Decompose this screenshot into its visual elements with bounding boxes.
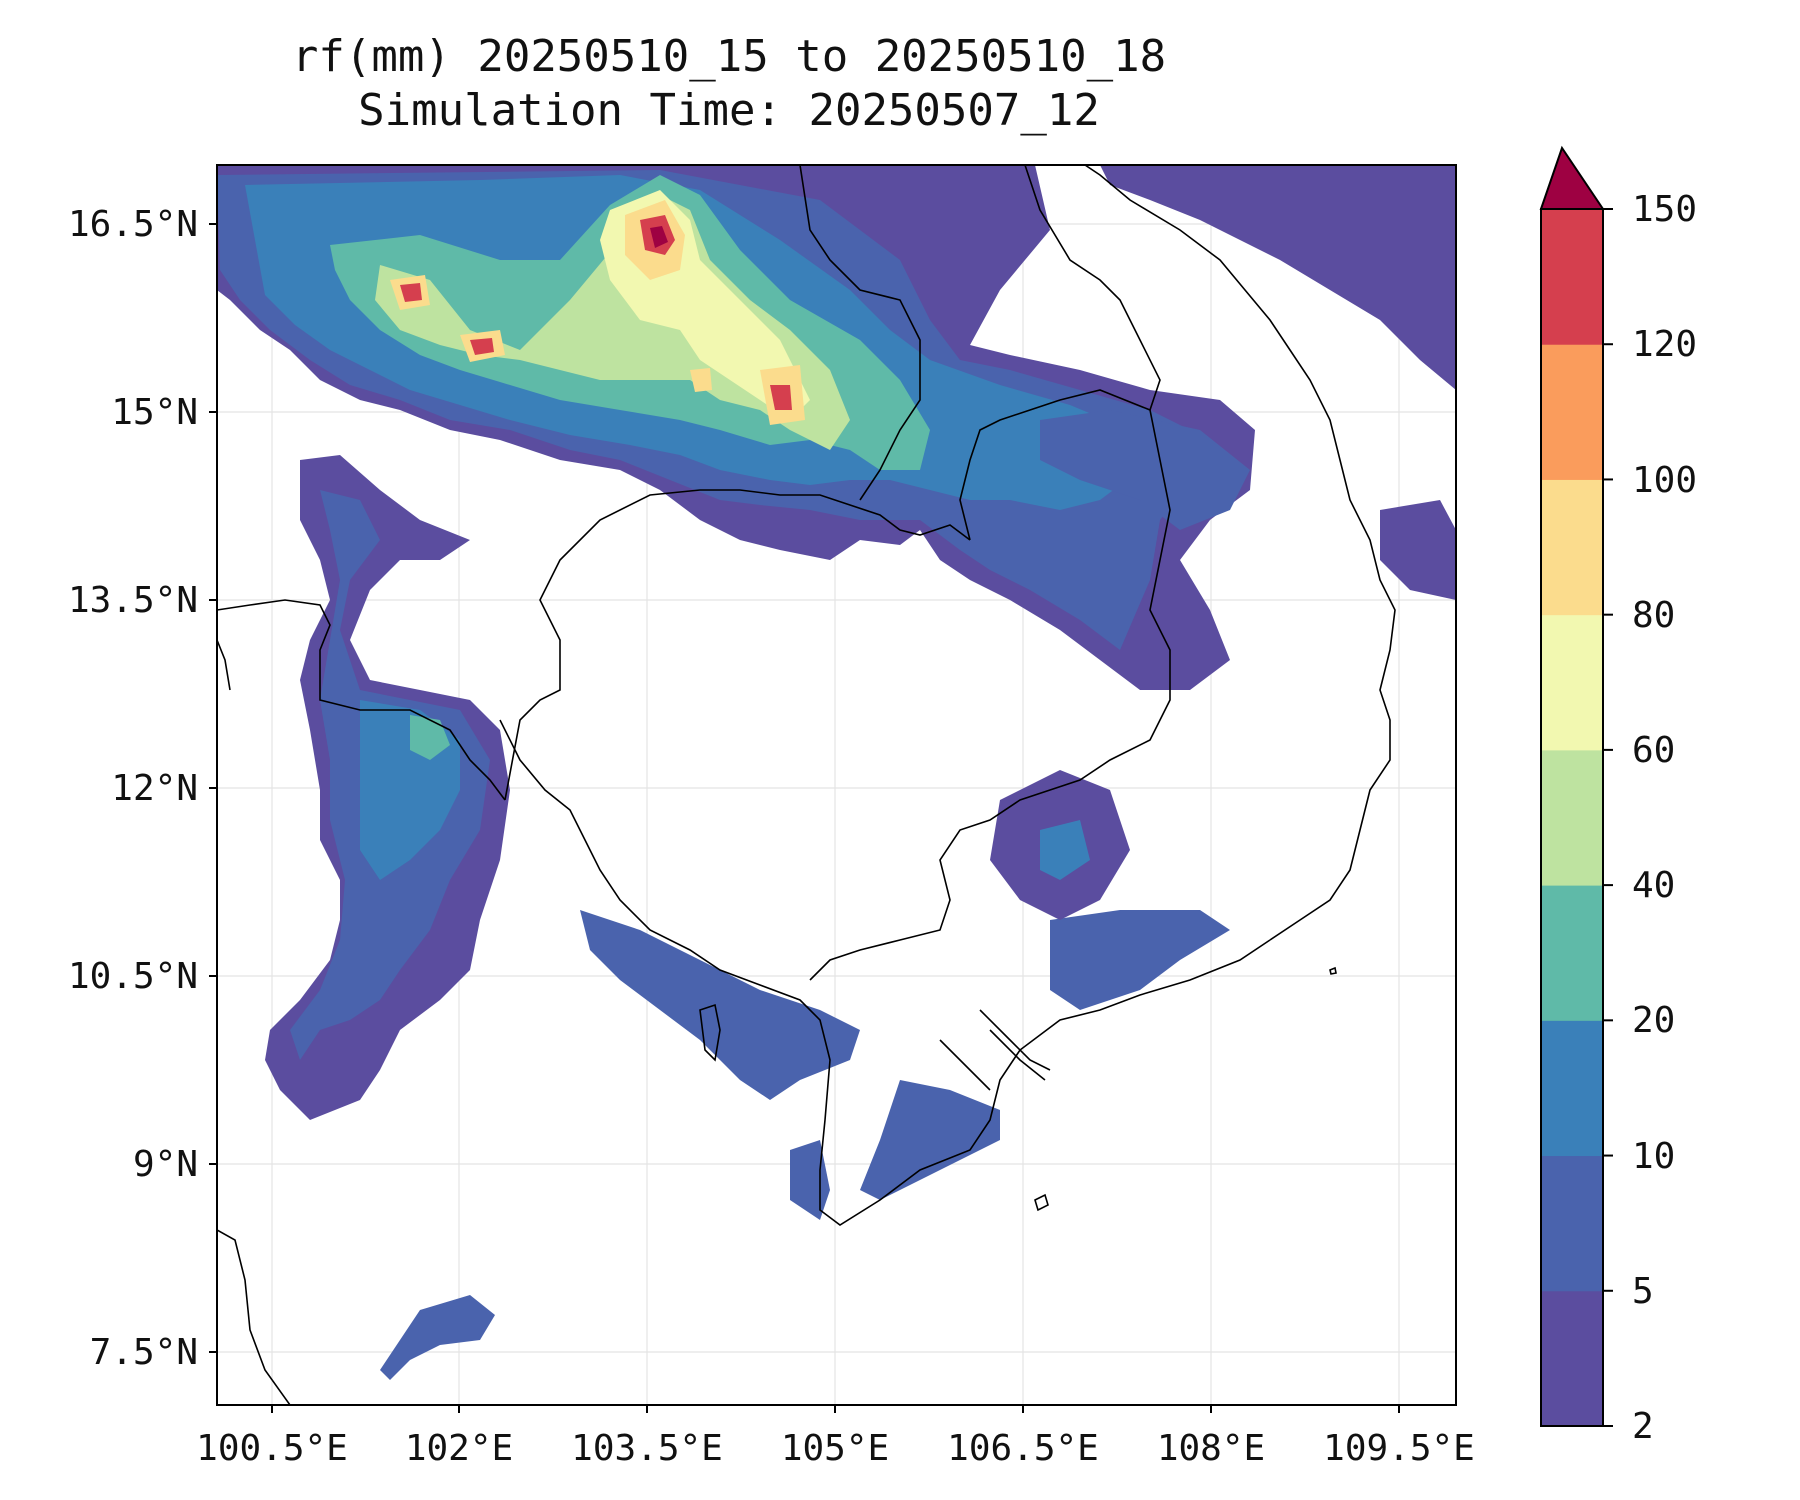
rain-region-east xyxy=(1040,410,1250,530)
colorbar-segment-8 xyxy=(1541,209,1603,345)
coastlines-and-borders xyxy=(217,165,1396,1405)
colorbar-label-2: 10 xyxy=(1632,1136,1675,1177)
colorbar-frame xyxy=(1540,208,1604,1427)
colorbar-segment-3 xyxy=(1541,885,1603,1021)
rain-region-south-vn-core xyxy=(1040,820,1090,880)
border-thailand-cambodia-laos xyxy=(217,599,506,801)
colorbar-segment-4 xyxy=(1541,749,1603,886)
coastline-delta-1 xyxy=(979,1009,1051,1071)
colorbar-extend-arrow xyxy=(1539,145,1605,210)
colorbar-ticks xyxy=(1603,208,1613,1427)
coastline-vietnam-east xyxy=(1084,165,1396,941)
x-tick-label-2: 102°E xyxy=(405,1428,513,1469)
map-plot-area xyxy=(217,165,1456,1405)
x-tick-label-4: 105°E xyxy=(781,1428,889,1469)
x-tick-label-5: 106.5°E xyxy=(947,1428,1099,1469)
rain-cell-west-2-core xyxy=(470,338,494,355)
colorbar-segment-7 xyxy=(1541,344,1603,480)
island-small-2 xyxy=(1329,966,1337,975)
y-tick-label-2: 15°N xyxy=(111,392,198,433)
map-title: rf(mm) 20250510_15 to 20250510_18 Simula… xyxy=(0,30,1458,138)
border-cambodia-north xyxy=(504,489,971,801)
rain-region-ne-corner xyxy=(1100,165,1456,390)
rain-region-east-coast xyxy=(1380,500,1456,600)
rain-region-south-coast-2 xyxy=(790,1140,830,1220)
x-tick-label-3: 103.5°E xyxy=(571,1428,723,1469)
y-tick-label-3: 13.5°N xyxy=(68,580,198,621)
colorbar-segment-5 xyxy=(1541,614,1603,751)
rain-region-far-south xyxy=(380,1295,495,1380)
rain-region-delta xyxy=(860,1080,1000,1200)
colorbar-segment-1 xyxy=(1541,1155,1603,1292)
coastline-thailand-west xyxy=(217,639,231,691)
coastline-cambodia xyxy=(499,719,1271,1226)
rain-region-mekong xyxy=(1050,910,1230,1010)
y-tick-labels: 16.5°N 15°N 13.5°N 12°N 10.5°N 9°N 7.5°N xyxy=(68,204,198,1373)
colorbar-label-9: 150 xyxy=(1632,189,1697,230)
colorbar-label-8: 120 xyxy=(1632,324,1697,365)
rain-region-south-coast-1 xyxy=(580,910,860,1100)
border-laos-vietnam-north xyxy=(1024,165,1161,411)
y-tick-label-7: 7.5°N xyxy=(90,1332,198,1373)
coastline-delta-3 xyxy=(939,1039,991,1091)
coastline-delta-2 xyxy=(989,1029,1046,1081)
rain-region-north-band-60 xyxy=(375,195,850,450)
colorbar-segment-6 xyxy=(1541,479,1603,616)
rain-region-west-40 xyxy=(410,715,450,760)
plot-frame xyxy=(216,164,1457,1406)
colorbar-label-3: 20 xyxy=(1632,1000,1675,1041)
coastline-gulf-of-thailand xyxy=(217,1229,291,1405)
title-line-1: rf(mm) 20250510_15 to 20250510_18 xyxy=(291,31,1167,82)
colorbar-segment-0 xyxy=(1541,1290,1603,1427)
y-tick-label-6: 9°N xyxy=(133,1144,198,1185)
colorbar-label-1: 5 xyxy=(1632,1271,1654,1312)
colorbar-label-6: 80 xyxy=(1632,595,1675,636)
colorbar-label-4: 40 xyxy=(1632,865,1675,906)
colorbar-label-7: 100 xyxy=(1632,460,1697,501)
y-tick-label-5: 10.5°N xyxy=(68,956,198,997)
rain-cell-west-1-core xyxy=(400,283,422,302)
colorbar-label-0: 2 xyxy=(1632,1406,1654,1447)
x-tick-labels: 100.5°E 102°E 103.5°E 105°E 106.5°E 108°… xyxy=(196,1428,1475,1469)
x-tick-label-1: 100.5°E xyxy=(196,1428,348,1469)
border-laos-vietnam xyxy=(809,389,1171,981)
colorbar: 2 5 10 20 40 60 80 100 120 150 xyxy=(1539,145,1697,1447)
colorbar-label-5: 60 xyxy=(1632,730,1675,771)
rain-cell-central-core xyxy=(770,385,792,410)
x-tick-label-6: 108°E xyxy=(1157,1428,1265,1469)
y-tick-label-1: 16.5°N xyxy=(68,204,198,245)
axis-ticks xyxy=(209,223,1400,1413)
y-tick-label-4: 12°N xyxy=(111,768,198,809)
colorbar-segment-2 xyxy=(1541,1020,1603,1157)
colorbar-segments xyxy=(1541,209,1603,1427)
title-line-2: Simulation Time: 20250507_12 xyxy=(358,85,1100,136)
island-phu-quoc xyxy=(699,1003,721,1062)
island-small-1 xyxy=(1034,1193,1049,1212)
x-tick-label-7: 109.5°E xyxy=(1323,1428,1475,1469)
border-laos-north xyxy=(799,165,921,501)
rain-cell-small xyxy=(690,368,712,392)
colorbar-labels: 2 5 10 20 40 60 80 100 120 150 xyxy=(1632,189,1697,1447)
rain-peak-1 xyxy=(650,226,668,248)
rainfall-contours xyxy=(217,165,1456,1380)
